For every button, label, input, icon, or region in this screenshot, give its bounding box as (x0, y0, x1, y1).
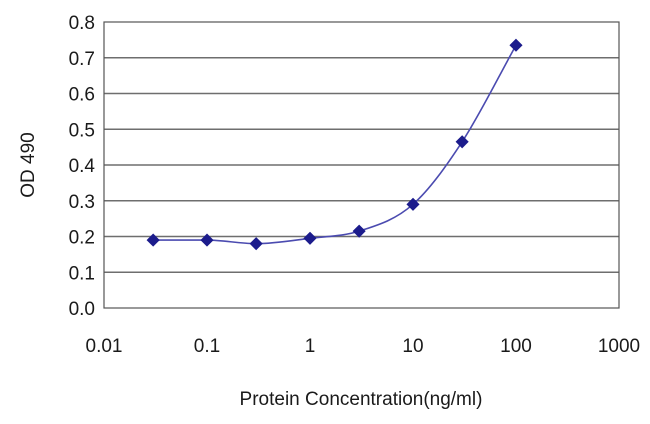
y-tick-label: 0.3 (69, 192, 95, 213)
y-tick-label: 0.1 (69, 263, 95, 284)
y-tick-label: 0.4 (69, 156, 96, 177)
y-axis-title: OD 490 (18, 132, 39, 197)
data-point (455, 135, 469, 149)
x-tick-label: 10 (402, 336, 423, 357)
data-point (303, 231, 317, 245)
y-tick-label: 0.7 (69, 49, 95, 70)
data-point (352, 224, 366, 238)
y-tick-label: 0.6 (69, 85, 95, 106)
y-tick-label: 0.0 (69, 299, 95, 320)
data-point (509, 38, 523, 52)
data-point (406, 197, 420, 211)
x-tick-label: 100 (500, 336, 532, 357)
x-tick-labels: 0.01 0.1 1 10 100 1000 (86, 336, 641, 357)
x-tick-label: 0.1 (194, 336, 220, 357)
x-tick-label: 1000 (598, 336, 640, 357)
y-tick-label: 0.5 (69, 120, 95, 141)
x-tick-label: 1 (305, 336, 316, 357)
x-tick-label: 0.01 (86, 336, 123, 357)
plot-area-frame (103, 21, 620, 309)
y-tick-label: 0.8 (69, 13, 95, 34)
y-tick-label: 0.2 (69, 228, 95, 249)
x-axis-title: Protein Concentration(ng/ml) (240, 389, 483, 410)
y-tick-labels: 0.0 0.1 0.2 0.3 0.4 0.5 0.6 0.7 0.8 (69, 13, 96, 320)
data-point (249, 237, 263, 251)
gridlines (104, 56, 619, 274)
data-point (200, 233, 214, 247)
data-points (146, 38, 523, 251)
data-point (146, 233, 160, 247)
